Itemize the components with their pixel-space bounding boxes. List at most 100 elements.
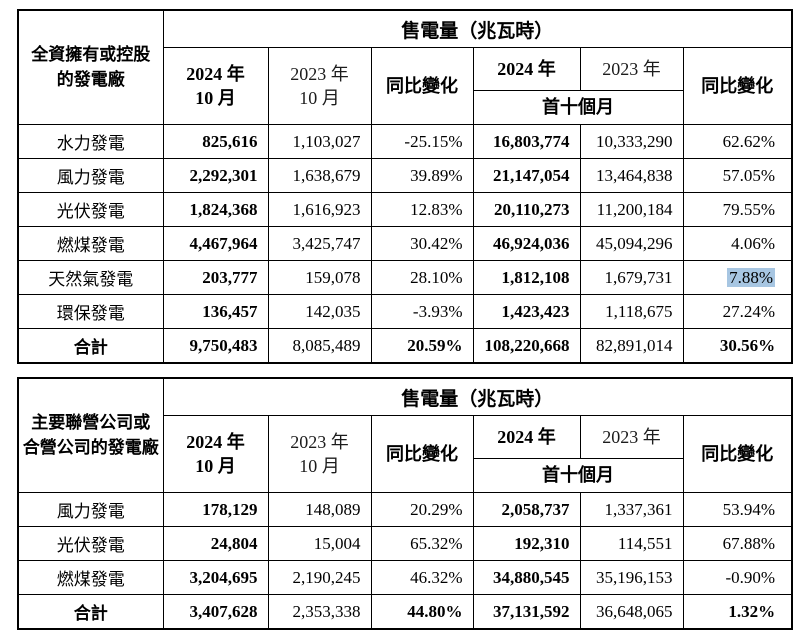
table-row: 風力發電 178,129 148,089 20.29% 2,058,737 1,… bbox=[17, 492, 793, 527]
col-header-yoy-month: 同比變化 bbox=[370, 415, 474, 493]
total-row: 合計 9,750,483 8,085,489 20.59% 108,220,66… bbox=[17, 328, 793, 364]
value-2024-ten: 21,147,054 bbox=[472, 158, 581, 193]
value-2024-oct: 1,824,368 bbox=[162, 192, 269, 227]
selected-yoy-value: 7.88% bbox=[727, 267, 776, 287]
table-header-row: 2024 年 10 月 2023 年 10 月 同比變化 2024 年 2023… bbox=[18, 415, 793, 493]
total-row: 合計 3,407,628 2,353,338 44.80% 37,131,592… bbox=[17, 594, 793, 630]
value-2024-oct: 136,457 bbox=[162, 294, 269, 329]
value-2024-oct: 2,292,301 bbox=[162, 158, 269, 193]
table-row: 風力發電 2,292,301 1,638,679 39.89% 21,147,0… bbox=[17, 158, 793, 193]
col-header-2023: 2023 年 bbox=[579, 47, 684, 91]
yoy-month-cell: 39.89% bbox=[370, 158, 474, 193]
value-2024-oct: 4,467,964 bbox=[162, 226, 269, 261]
yoy-ten-cell: 53.94% bbox=[682, 492, 793, 527]
plant-type-cell: 風力發電 bbox=[17, 158, 164, 193]
col-header-2023: 2023 年 bbox=[579, 415, 684, 459]
table-row: 天然氣發電 203,777 159,078 28.10% 1,812,108 1… bbox=[17, 260, 793, 295]
yoy-month-cell: 12.83% bbox=[370, 192, 474, 227]
value-2023-oct: 159,078 bbox=[267, 260, 372, 295]
table-row: 環保發電 136,457 142,035 -3.93% 1,423,423 1,… bbox=[17, 294, 793, 329]
value-2023-ten: 10,333,290 bbox=[579, 124, 684, 159]
col-header-first-ten-months: 首十個月 bbox=[472, 90, 684, 125]
table-row: 燃煤發電 4,467,964 3,425,747 30.42% 46,924,0… bbox=[17, 226, 793, 261]
value-2024-ten: 1,423,423 bbox=[472, 294, 581, 329]
yoy-ten-cell: 27.24% bbox=[682, 294, 793, 329]
total-label-cell: 合計 bbox=[17, 594, 164, 630]
table1-corner-header: 全資擁有或控股 的發電廠 bbox=[17, 9, 164, 125]
yoy-ten-cell: 57.05% bbox=[682, 158, 793, 193]
value-2023-oct: 1,103,027 bbox=[267, 124, 372, 159]
value-2024-oct: 825,616 bbox=[162, 124, 269, 159]
plant-type-cell: 水力發電 bbox=[17, 124, 164, 159]
col-header-yoy-ten-months: 同比變化 bbox=[682, 415, 793, 493]
value-2023-oct: 3,425,747 bbox=[267, 226, 372, 261]
value-2023-ten: 36,648,065 bbox=[579, 594, 684, 630]
value-2024-oct: 9,750,483 bbox=[162, 328, 269, 364]
value-2023-oct: 15,004 bbox=[267, 526, 372, 561]
yoy-month-cell: 30.42% bbox=[370, 226, 474, 261]
value-2024-ten: 20,110,273 bbox=[472, 192, 581, 227]
yoy-month-cell: 46.32% bbox=[370, 560, 474, 595]
value-2023-ten: 1,679,731 bbox=[579, 260, 684, 295]
value-2024-ten: 192,310 bbox=[472, 526, 581, 561]
value-2023-oct: 8,085,489 bbox=[267, 328, 372, 364]
table-row: 燃煤發電 3,204,695 2,190,245 46.32% 34,880,5… bbox=[17, 560, 793, 595]
value-2024-ten: 46,924,036 bbox=[472, 226, 581, 261]
value-2024-ten: 2,058,737 bbox=[472, 492, 581, 527]
table-header-row: 主要聯營公司或 合營公司的發電廠 售電量（兆瓦時） bbox=[17, 377, 793, 493]
yoy-month-cell: 28.10% bbox=[370, 260, 474, 295]
value-2023-ten: 45,094,296 bbox=[579, 226, 684, 261]
value-2024-ten: 37,131,592 bbox=[472, 594, 581, 630]
yoy-ten-cell: 1.32% bbox=[682, 594, 793, 630]
col-header-yoy-month: 同比變化 bbox=[370, 47, 474, 125]
document-page: 全資擁有或控股 的發電廠 售電量（兆瓦時） 2024 年 10 月 2023 年… bbox=[0, 9, 795, 631]
value-2023-ten: 114,551 bbox=[579, 526, 684, 561]
col-header-yoy-ten-months: 同比變化 bbox=[682, 47, 793, 125]
col-header-2024-oct: 2024 年 10 月 bbox=[162, 47, 269, 125]
yoy-month-cell: 20.29% bbox=[370, 492, 474, 527]
value-2024-oct: 3,204,695 bbox=[162, 560, 269, 595]
value-2023-oct: 142,035 bbox=[267, 294, 372, 329]
col-header-2024-oct: 2024 年 10 月 bbox=[162, 415, 269, 493]
col-header-2023-oct: 2023 年 10 月 bbox=[267, 47, 372, 125]
yoy-ten-cell: 7.88% bbox=[682, 260, 793, 295]
yoy-ten-cell: 4.06% bbox=[682, 226, 793, 261]
col-header-2024: 2024 年 bbox=[472, 47, 581, 91]
value-2024-ten: 108,220,668 bbox=[472, 328, 581, 364]
yoy-month-cell: 20.59% bbox=[370, 328, 474, 364]
yoy-ten-cell: -0.90% bbox=[682, 560, 793, 595]
value-2023-ten: 1,118,675 bbox=[579, 294, 684, 329]
plant-type-cell: 光伏發電 bbox=[17, 192, 164, 227]
table-header-row: 首十個月 bbox=[18, 458, 792, 493]
table2-corner-header: 主要聯營公司或 合營公司的發電廠 bbox=[17, 377, 164, 493]
plant-type-cell: 風力發電 bbox=[17, 492, 164, 527]
value-2023-oct: 148,089 bbox=[267, 492, 372, 527]
value-2023-oct: 2,190,245 bbox=[267, 560, 372, 595]
jv-plants-table: 主要聯營公司或 合營公司的發電廠 售電量（兆瓦時） 2024 年 10 月 20… bbox=[17, 377, 794, 630]
yoy-ten-cell: 30.56% bbox=[682, 328, 793, 364]
plant-type-cell: 燃煤發電 bbox=[17, 560, 164, 595]
yoy-month-cell: -3.93% bbox=[370, 294, 474, 329]
yoy-ten-cell: 62.62% bbox=[682, 124, 793, 159]
yoy-ten-cell: 67.88% bbox=[682, 526, 793, 561]
table-header-row: 全資擁有或控股 的發電廠 售電量（兆瓦時） bbox=[17, 9, 793, 125]
value-2023-ten: 11,200,184 bbox=[579, 192, 684, 227]
yoy-month-cell: 65.32% bbox=[370, 526, 474, 561]
sales-volume-title: 售電量（兆瓦時） bbox=[162, 9, 793, 48]
yoy-month-cell: -25.15% bbox=[370, 124, 474, 159]
col-header-2023-oct: 2023 年 10 月 bbox=[267, 415, 372, 493]
value-2023-oct: 1,616,923 bbox=[267, 192, 372, 227]
value-2023-ten: 13,464,838 bbox=[579, 158, 684, 193]
value-2023-oct: 2,353,338 bbox=[267, 594, 372, 630]
value-2024-ten: 34,880,545 bbox=[472, 560, 581, 595]
yoy-ten-cell: 79.55% bbox=[682, 192, 793, 227]
plant-type-cell: 環保發電 bbox=[17, 294, 164, 329]
table-row: 光伏發電 24,804 15,004 65.32% 192,310 114,55… bbox=[17, 526, 793, 561]
value-2024-oct: 203,777 bbox=[162, 260, 269, 295]
plant-type-cell: 光伏發電 bbox=[17, 526, 164, 561]
wholly-owned-plants-table: 全資擁有或控股 的發電廠 售電量（兆瓦時） 2024 年 10 月 2023 年… bbox=[17, 9, 794, 364]
plant-type-cell: 燃煤發電 bbox=[17, 226, 164, 261]
value-2023-ten: 1,337,361 bbox=[579, 492, 684, 527]
col-header-2024: 2024 年 bbox=[472, 415, 581, 459]
value-2023-ten: 82,891,014 bbox=[579, 328, 684, 364]
